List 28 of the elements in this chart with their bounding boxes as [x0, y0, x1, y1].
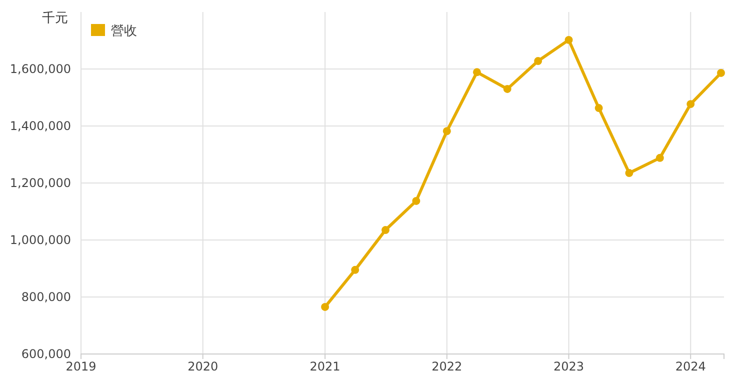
point	[717, 69, 725, 77]
point	[594, 104, 603, 112]
x-tick-label: 2021	[310, 360, 340, 374]
point	[472, 68, 481, 76]
point	[503, 84, 512, 93]
point	[381, 226, 390, 234]
y-axis-title: 千元	[42, 11, 68, 26]
y-tick-label: 1,000,000	[10, 232, 71, 247]
x-tick-label: 2022	[432, 360, 462, 374]
x-tick-label: 2024	[675, 360, 706, 374]
point	[686, 100, 695, 108]
y-tick-label: 1,200,000	[10, 176, 71, 190]
point	[625, 169, 634, 178]
point	[564, 36, 573, 44]
point	[351, 266, 360, 274]
point	[656, 154, 664, 162]
point	[321, 302, 330, 311]
legend-label: 營收	[111, 24, 137, 39]
y-tick-label: 600,000	[21, 346, 71, 361]
y-tick-label: 1,400,000	[10, 118, 71, 133]
point	[412, 196, 420, 205]
x-tick-label: 2020	[188, 360, 218, 374]
point	[534, 57, 542, 65]
y-tick-label: 1,600,000	[10, 62, 71, 76]
y-tick-label: 800,000	[21, 290, 71, 304]
x-tick-label: 2023	[553, 360, 584, 374]
point	[442, 127, 451, 136]
x-tick-label: 2019	[66, 360, 96, 374]
